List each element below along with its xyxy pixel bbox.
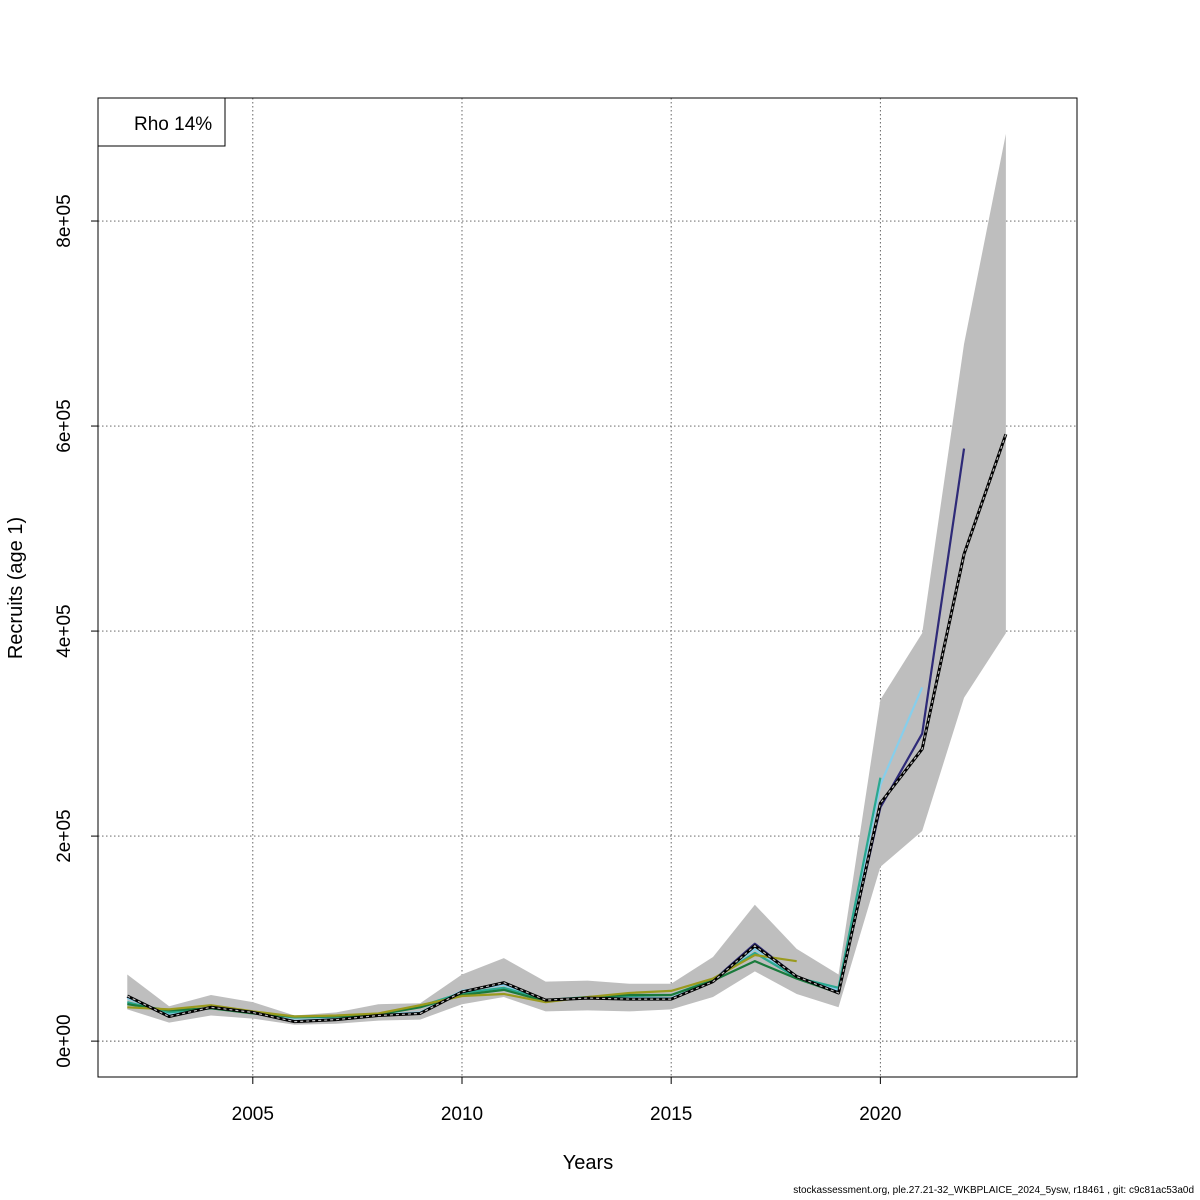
- legend: Rho 14%: [97, 97, 226, 147]
- y-tick-label: 8e+05: [54, 194, 75, 247]
- x-tick-label: 2005: [232, 1104, 274, 1125]
- x-axis-label: Years: [563, 1152, 613, 1174]
- y-tick-label: 6e+05: [54, 399, 75, 452]
- legend-label: Rho 14%: [134, 114, 212, 135]
- x-tick-label: 2015: [650, 1104, 692, 1125]
- series-lines: [126, 433, 1008, 1024]
- grid-lines: [98, 98, 1077, 1077]
- footer-caption: stockassessment.org, ple.27.21-32_WKBPLA…: [793, 1185, 1194, 1196]
- y-tick-label: 4e+05: [54, 604, 75, 657]
- plot-frame: [97, 97, 1078, 1078]
- y-tick-label: 0e+00: [54, 1014, 75, 1067]
- y-tick-label: 2e+05: [54, 809, 75, 862]
- y-axis-ticks: 0e+00 2e+05 4e+05 6e+05 8e+05: [54, 194, 98, 1068]
- legend-box: [97, 97, 226, 147]
- x-tick-label: 2020: [859, 1104, 901, 1125]
- x-tick-label: 2010: [441, 1104, 483, 1125]
- y-axis-label: Recruits (age 1): [5, 517, 27, 659]
- x-axis-ticks: 2005 2010 2015 2020: [232, 1077, 902, 1125]
- series-line-estimate-dash: [127, 434, 1007, 1023]
